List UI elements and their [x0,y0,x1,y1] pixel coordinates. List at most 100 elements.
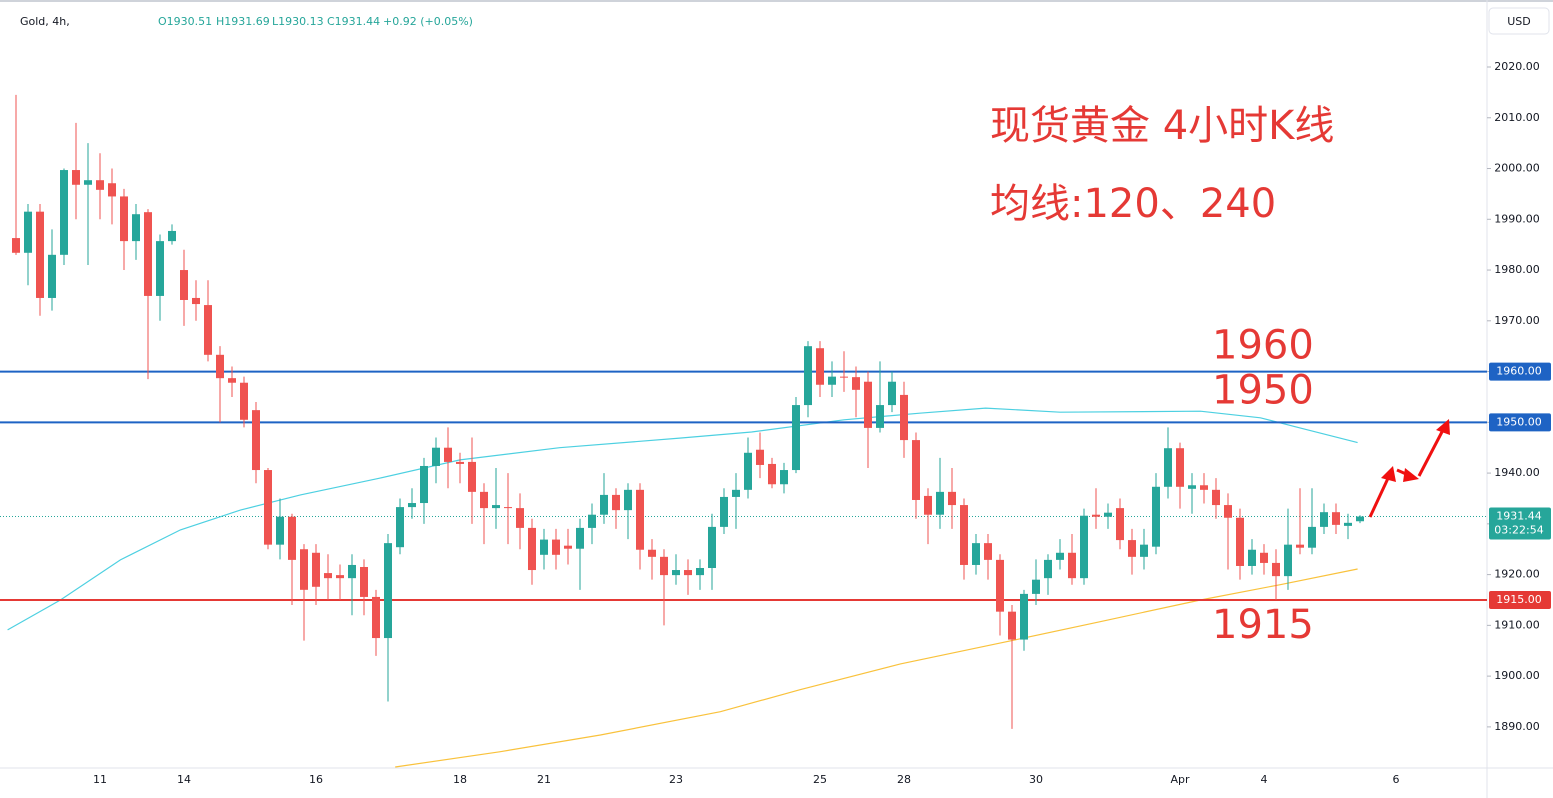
candle-body [1044,559,1052,579]
ohlc-low: L1930.13 [272,15,324,28]
ohlc-change: +0.92 (+0.05%) [383,15,473,28]
moving-average [7,407,1358,631]
candle-body [108,183,116,197]
level-tag-label: 1915.00 [1496,593,1542,606]
level-tag-label: 1950.00 [1496,415,1542,428]
candle-body [948,491,956,506]
arrow-head [1381,466,1396,482]
candle-body [1140,544,1148,557]
candle-body [528,527,536,571]
candle-body [264,470,272,545]
y-tick-label: 1890.00 [1494,720,1540,733]
candle-body [540,539,548,555]
candle-body [204,305,212,355]
candle-body [792,405,800,471]
x-tick-label: 18 [453,773,467,786]
candle-body [456,461,464,464]
candle-body [636,489,644,550]
candle-body [132,214,140,242]
candle-body [360,566,368,597]
candle-body [612,494,620,511]
candle-body [276,516,284,545]
candle-body [480,491,488,509]
candle-body [36,211,44,298]
candle-body [84,180,92,185]
candle-body [1284,544,1292,577]
candle-body [1020,593,1028,640]
candle-body [828,376,836,385]
symbol: Gold, 4h, [20,15,70,28]
y-tick-label: 2000.00 [1494,162,1540,175]
candle-body [744,452,752,490]
candle-body [516,508,524,528]
y-tick-label: 1900.00 [1494,669,1540,682]
candle-body [48,254,56,298]
level-annotation: 1915 [1212,602,1314,648]
candle-body [180,270,188,300]
candle-body [324,573,332,579]
candle-body [192,297,200,305]
moving-average [395,568,1358,768]
candle-body [720,496,728,527]
candle-body [300,549,308,590]
last-price-tag [1489,507,1551,540]
level-tag [1489,590,1551,609]
candle-body [708,526,716,569]
x-tick-label: 4 [1261,773,1268,786]
candle-body [144,212,152,296]
countdown: 03:22:54 [1494,524,1543,537]
candle-body [936,491,944,515]
candle-body [336,575,344,579]
candle-body [996,559,1004,612]
candle-body [1248,549,1256,566]
y-tick-label: 1910.00 [1494,618,1540,631]
x-tick-label: Apr [1170,773,1190,786]
x-tick-label: 30 [1029,773,1043,786]
candle-body [384,543,392,639]
candle-body [1260,552,1268,563]
arrow-head [1436,419,1450,435]
candle-body [1236,517,1244,566]
candle-body [1092,514,1100,517]
level-annotation: 1950 [1212,367,1314,413]
candle-body [1032,579,1040,594]
candle-body [396,507,404,548]
candle-body [660,556,668,576]
candle-body [492,505,500,509]
candle-body [780,470,788,485]
x-tick-label: 21 [537,773,551,786]
candle-body [1104,512,1112,517]
candle-body [1056,552,1064,560]
level-tag-label: 1960.00 [1496,365,1542,378]
candle-body [408,503,416,508]
currency-box[interactable] [1488,7,1550,35]
candle-body [72,170,80,185]
candle-body [672,570,680,576]
chart-subtitle: 均线:120、240 [990,181,1276,227]
ohlc-close: C1931.44 [327,15,380,28]
level-tag [1489,362,1551,381]
candle-body [372,596,380,639]
y-tick-label: 2020.00 [1494,60,1540,73]
ohlc-high: H1931.69 [216,15,270,28]
candle-body [348,564,356,579]
candle-body [900,394,908,441]
candle-body [972,543,980,565]
candle-body [684,570,692,576]
candle-body [648,549,656,557]
chart-title: 现货黄金 4小时K线 [990,103,1334,149]
candle-body [24,211,32,253]
candle-body [120,196,128,242]
currency[interactable]: USD [1507,15,1531,28]
candle-body [1200,485,1208,490]
candle-body [804,346,812,406]
candle-body [564,545,572,549]
y-tick-label: 1940.00 [1494,466,1540,479]
candle-body [1356,516,1364,522]
candle-body [1164,448,1172,487]
candle-body [420,465,428,504]
candle-body [1320,512,1328,527]
candle-body [756,449,764,465]
candle-body [600,494,608,515]
